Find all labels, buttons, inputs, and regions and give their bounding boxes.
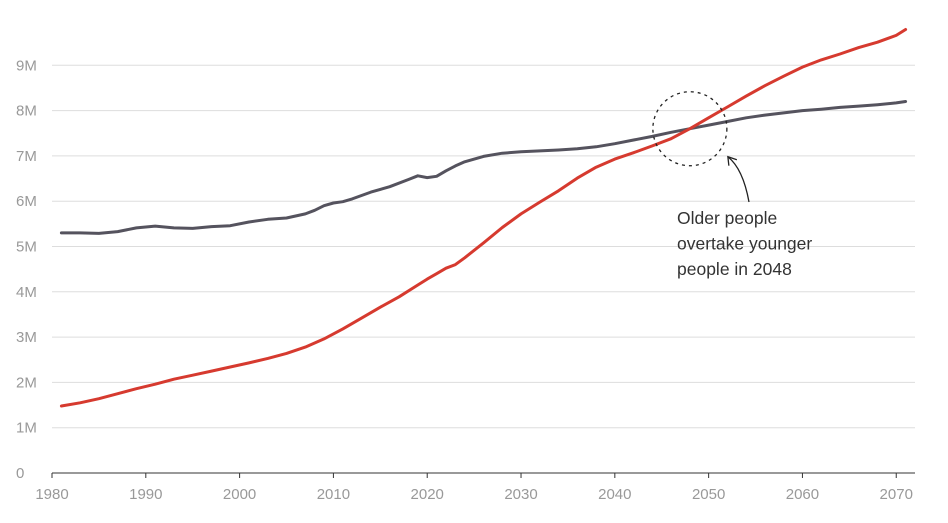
y-tick-label: 8M <box>16 103 37 120</box>
y-tick-label: 9M <box>16 57 37 74</box>
annotation-arrowhead <box>727 155 738 166</box>
series-line-2 <box>59 28 908 408</box>
x-tick-label: 2030 <box>504 486 537 503</box>
annotation-arrow <box>727 156 750 203</box>
y-tick-label: 7M <box>16 148 37 165</box>
y-tick-label: 5M <box>16 239 37 256</box>
y-tick-label: 2M <box>16 374 37 391</box>
x-tick-label: 2040 <box>598 486 631 503</box>
annotation-circle <box>652 91 728 167</box>
y-tick-label: 0 <box>16 465 24 482</box>
x-axis: 1980 1990 2000 2010 2020 2030 2040 2050 2060 2070 <box>35 472 915 503</box>
gridlines <box>52 64 915 429</box>
x-tick-label: 2000 <box>223 486 256 503</box>
series-line-1 <box>59 100 908 235</box>
y-tick-label: 1M <box>16 420 37 437</box>
x-tick-label: 2010 <box>317 486 350 503</box>
x-tick-label: 1990 <box>129 486 162 503</box>
y-tick-label: 3M <box>16 329 37 346</box>
annotation-text-line: people in 2048 <box>677 259 792 279</box>
annotation: Older people overtake younger people in 20… <box>652 91 812 279</box>
x-tick-label: 1980 <box>35 486 68 503</box>
x-tick-label: 2060 <box>786 486 819 503</box>
annotation-text-line: overtake younger <box>677 234 812 254</box>
annotation-text-line: Older people <box>677 208 777 228</box>
x-tick-label: 2070 <box>880 486 913 503</box>
y-tick-label: 4M <box>16 284 37 301</box>
x-tick-label: 2020 <box>411 486 444 503</box>
y-axis: 0 1M 2M 3M 4M 5M 6M 7M 8M 9M <box>16 57 37 482</box>
series-lines <box>59 28 908 408</box>
x-tick-label: 2050 <box>692 486 725 503</box>
y-tick-label: 6M <box>16 193 37 210</box>
